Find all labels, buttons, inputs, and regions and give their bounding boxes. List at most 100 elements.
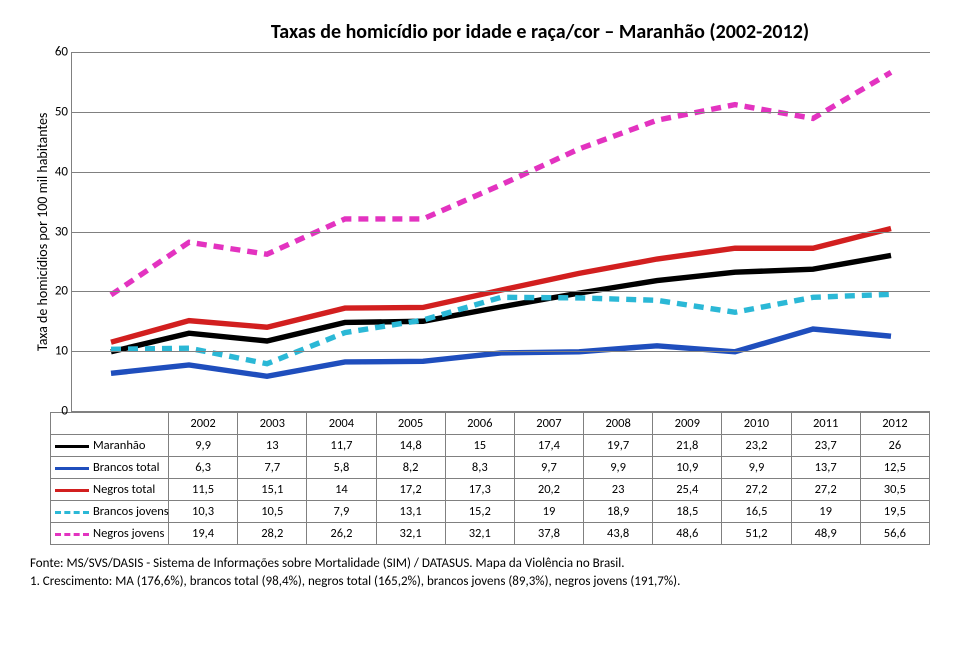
- data-cell: 11,5: [169, 479, 238, 501]
- data-cell: 19,4: [169, 523, 238, 545]
- data-cell: 13,7: [791, 457, 860, 479]
- data-cell: 17,2: [376, 479, 445, 501]
- y-tick-label: 60: [44, 45, 68, 60]
- data-cell: 12,5: [860, 457, 929, 479]
- data-cell: 23,7: [791, 435, 860, 457]
- series-label-cell: Maranhão: [51, 435, 169, 457]
- series-name: Brancos total: [93, 460, 160, 475]
- legend-swatch: [55, 511, 89, 514]
- data-cell: 14: [307, 479, 376, 501]
- data-cell: 32,1: [445, 523, 514, 545]
- data-cell: 10,3: [169, 501, 238, 523]
- data-cell: 17,4: [514, 435, 583, 457]
- series-label-cell: Negros total: [51, 479, 169, 501]
- chart-title: Taxas de homicídio por idade e raça/cor …: [30, 20, 930, 44]
- data-cell: 26: [860, 435, 929, 457]
- data-cell: 9,9: [584, 457, 653, 479]
- data-cell: 30,5: [860, 479, 929, 501]
- data-cell: 21,8: [653, 435, 722, 457]
- data-cell: 13: [238, 435, 307, 457]
- data-cell: 6,3: [169, 457, 238, 479]
- data-cell: 48,6: [653, 523, 722, 545]
- gridline: [72, 112, 930, 113]
- data-cell: 23,2: [722, 435, 791, 457]
- data-cell: 10,9: [653, 457, 722, 479]
- data-cell: 8,2: [376, 457, 445, 479]
- footer-growth: 1. Crescimento: MA (176,6%), brancos tot…: [30, 573, 930, 591]
- gridline: [72, 232, 930, 233]
- year-header: 2003: [238, 413, 307, 435]
- table-header-row: 2002200320042005200620072008200920102011…: [51, 413, 930, 435]
- y-tick-label: 30: [44, 224, 68, 239]
- data-cell: 20,2: [514, 479, 583, 501]
- table-row: Brancos jovens10,310,57,913,115,21918,91…: [51, 501, 930, 523]
- data-cell: 10,5: [238, 501, 307, 523]
- gridline: [72, 291, 930, 292]
- series-label-cell: Brancos total: [51, 457, 169, 479]
- data-cell: 28,2: [238, 523, 307, 545]
- data-cell: 19,5: [860, 501, 929, 523]
- data-cell: 43,8: [584, 523, 653, 545]
- data-cell: 18,5: [653, 501, 722, 523]
- series-line: [111, 72, 891, 295]
- data-cell: 15: [445, 435, 514, 457]
- data-cell: 19,7: [584, 435, 653, 457]
- table-row: Brancos total6,37,75,88,28,39,79,910,99,…: [51, 457, 930, 479]
- data-cell: 26,2: [307, 523, 376, 545]
- y-tick-label: 50: [44, 104, 68, 119]
- legend-swatch: [55, 489, 89, 492]
- data-cell: 27,2: [722, 479, 791, 501]
- data-cell: 19: [791, 501, 860, 523]
- data-cell: 18,9: [584, 501, 653, 523]
- data-cell: 27,2: [791, 479, 860, 501]
- series-name: Maranhão: [93, 438, 145, 453]
- data-cell: 14,8: [376, 435, 445, 457]
- footer-notes: Fonte: MS/SVS/DASIS - Sistema de Informa…: [30, 555, 930, 590]
- data-cell: 7,9: [307, 501, 376, 523]
- data-cell: 23: [584, 479, 653, 501]
- y-tick-label: 20: [44, 284, 68, 299]
- legend-swatch: [55, 467, 89, 470]
- year-header: 2007: [514, 413, 583, 435]
- series-label-cell: Brancos jovens: [51, 501, 169, 523]
- data-cell: 15,1: [238, 479, 307, 501]
- legend-swatch: [55, 445, 89, 448]
- table-row: Negros total 11,515,11417,217,320,22325,4…: [51, 479, 930, 501]
- year-header: 2006: [445, 413, 514, 435]
- series-label-cell: Negros jovens: [51, 523, 169, 545]
- year-header: 2011: [791, 413, 860, 435]
- data-table: 2002200320042005200620072008200920102011…: [50, 412, 930, 545]
- data-cell: 9,9: [169, 435, 238, 457]
- chart-container: Taxa de homicídios por 100 mil habitante…: [30, 52, 930, 412]
- data-cell: 9,9: [722, 457, 791, 479]
- series-name: Negros total: [93, 482, 155, 497]
- data-cell: 16,5: [722, 501, 791, 523]
- table-corner: [51, 413, 169, 435]
- plot-area: 0102030405060: [71, 52, 930, 412]
- year-header: 2008: [584, 413, 653, 435]
- data-cell: 5,8: [307, 457, 376, 479]
- data-cell: 32,1: [376, 523, 445, 545]
- data-cell: 7,7: [238, 457, 307, 479]
- data-cell: 25,4: [653, 479, 722, 501]
- series-line: [111, 229, 891, 343]
- data-cell: 48,9: [791, 523, 860, 545]
- data-cell: 37,8: [514, 523, 583, 545]
- footer-source: Fonte: MS/SVS/DASIS - Sistema de Informa…: [30, 555, 930, 573]
- series-line: [111, 255, 891, 351]
- table-row: Negros jovens19,428,226,232,132,137,843,…: [51, 523, 930, 545]
- data-cell: 17,3: [445, 479, 514, 501]
- data-cell: 56,6: [860, 523, 929, 545]
- year-header: 2004: [307, 413, 376, 435]
- data-cell: 8,3: [445, 457, 514, 479]
- table-row: Maranhão9,91311,714,81517,419,721,823,22…: [51, 435, 930, 457]
- year-header: 2012: [860, 413, 929, 435]
- year-header: 2002: [169, 413, 238, 435]
- data-cell: 19: [514, 501, 583, 523]
- y-tick-label: 10: [44, 344, 68, 359]
- series-name: Brancos jovens: [93, 504, 169, 519]
- legend-swatch: [55, 533, 89, 536]
- data-cell: 51,2: [722, 523, 791, 545]
- y-tick-label: 40: [44, 164, 68, 179]
- gridline: [72, 351, 930, 352]
